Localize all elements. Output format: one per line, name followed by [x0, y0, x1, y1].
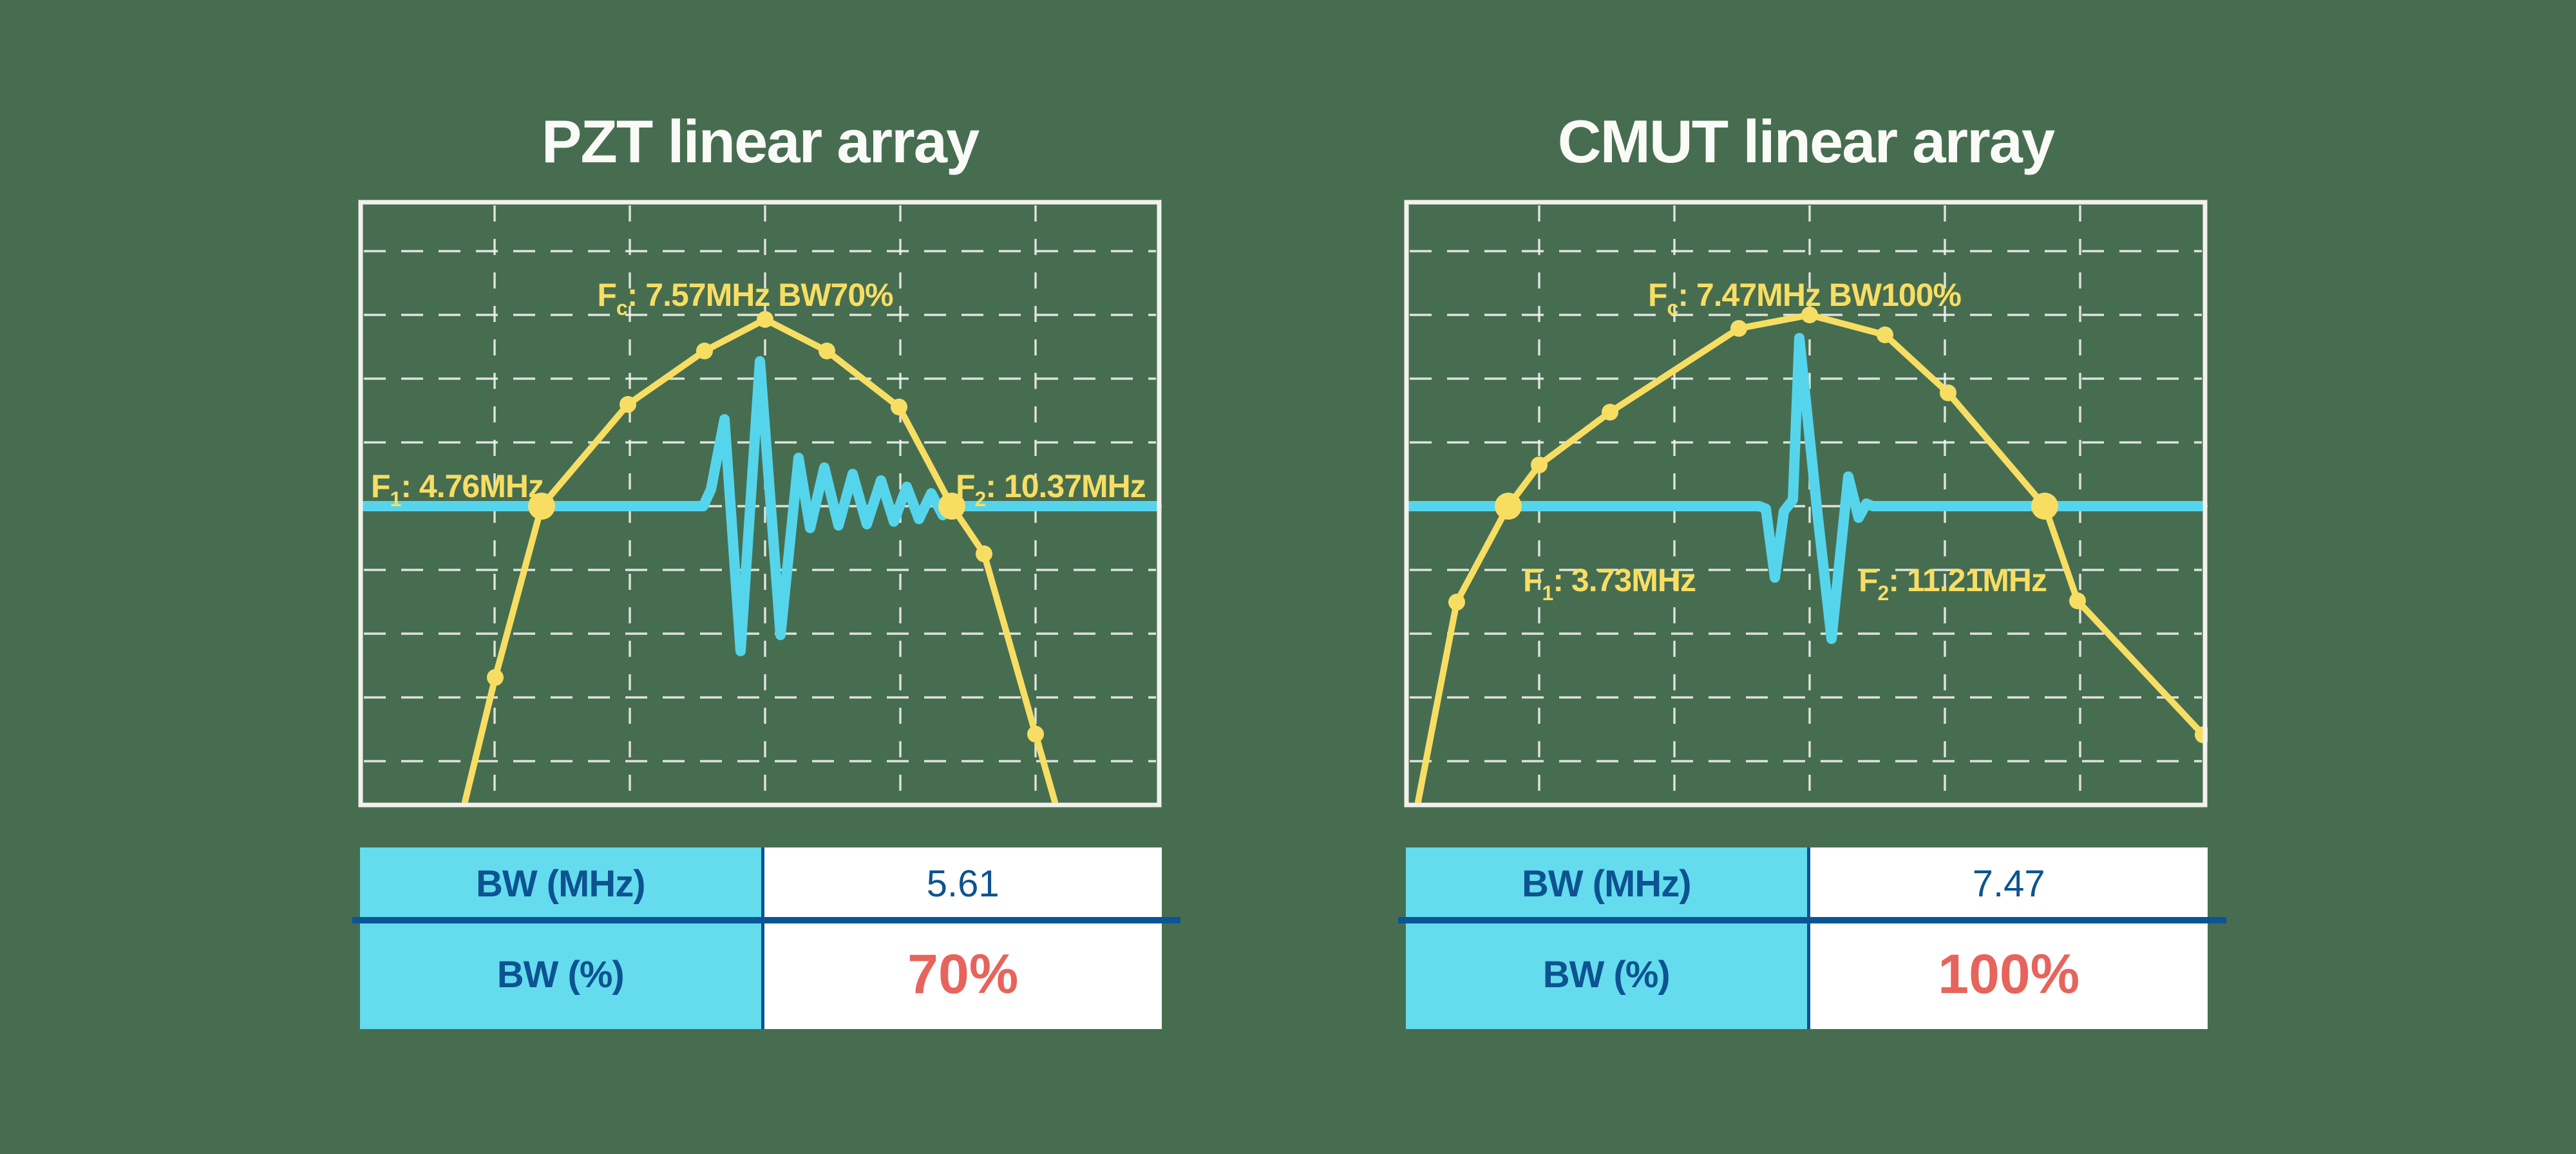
curve-marker-dot — [1531, 457, 1548, 473]
pzt-spectrum-curve — [462, 316, 1058, 805]
bw-mhz-label: BW (MHz) — [360, 847, 761, 920]
bw-mhz-value: 7.47 — [1806, 847, 2208, 920]
curve-marker-dot — [1940, 384, 1956, 401]
cmut-spectrum-curve — [1415, 312, 2206, 805]
bandwidth-crossing-dot — [2031, 493, 2058, 520]
bw-percent-value: 100% — [1806, 920, 2208, 1029]
curve-marker-dot — [1448, 594, 1465, 610]
cmut-f2-annotation: F2: 11.21MHz — [1859, 562, 2047, 605]
curve-marker-dot — [696, 343, 713, 359]
bandwidth-crossing-dot — [528, 493, 555, 520]
curve-marker-dot — [1602, 404, 1618, 421]
cmut-f1-annotation: F1: 3.73MHz — [1523, 562, 1696, 605]
cmut-fc-annotation: Fc: 7.47MHz BW100% — [1648, 277, 1962, 319]
chart-frame — [1404, 200, 2208, 808]
curve-marker-dot — [620, 396, 636, 413]
pzt-title: PZT linear array — [541, 108, 980, 175]
bw-mhz-value: 5.61 — [761, 847, 1162, 920]
bw-percent-label: BW (%) — [1406, 920, 1807, 1029]
curve-marker-dot — [976, 545, 992, 562]
bandwidth-crossing-dot — [938, 493, 965, 520]
cmut-bandwidth-table: BW (MHz) 7.47 BW (%) 100% — [1398, 847, 2226, 1029]
curve-marker-dot — [1027, 726, 1044, 743]
bw-mhz-label: BW (MHz) — [1406, 847, 1807, 920]
cmut-spectrum-chart: Fc: 7.47MHz BW100% F1: 3.73MHz F2: 11.21MH… — [1404, 200, 2208, 808]
curve-marker-dot — [819, 343, 835, 359]
table-row: BW (%) 70% — [360, 920, 1162, 1029]
pzt-f1-annotation: F1: 4.76MHz — [371, 468, 544, 511]
table-divider-line — [1398, 917, 2226, 923]
table-row: BW (MHz) 5.61 — [360, 847, 1162, 920]
curve-marker-dot — [1801, 307, 1818, 323]
pzt-bandwidth-table: BW (MHz) 5.61 BW (%) 70% — [352, 847, 1180, 1029]
curve-marker-dot — [487, 669, 504, 686]
cmut-title: CMUT linear array — [1557, 108, 2056, 175]
bw-percent-label: BW (%) — [360, 920, 761, 1029]
bw-percent-value: 70% — [761, 920, 1162, 1029]
pzt-f2-annotation: F2: 10.37MHz — [956, 468, 1146, 511]
table-row: BW (MHz) 7.47 — [1406, 847, 2208, 920]
curve-marker-dot — [757, 311, 773, 328]
curve-marker-dot — [1730, 320, 1747, 337]
curve-marker-dot — [891, 399, 907, 415]
pzt-spectrum-chart: Fc: 7.57MHz BW70% F1: 4.76MHz F2: 10.37MHz — [358, 200, 1162, 808]
cmut-pulse-waveform — [1405, 333, 2208, 644]
bandwidth-crossing-dot — [1495, 493, 1522, 520]
pzt-fc-annotation: Fc: 7.57MHz BW70% — [597, 277, 893, 319]
pzt-pulse-waveform — [359, 356, 1162, 656]
curve-marker-dot — [2069, 592, 2086, 609]
table-row: BW (%) 100% — [1406, 920, 2208, 1029]
table-divider-line — [352, 917, 1180, 923]
chart-frame — [358, 200, 1162, 808]
curve-marker-dot — [1877, 326, 1893, 343]
